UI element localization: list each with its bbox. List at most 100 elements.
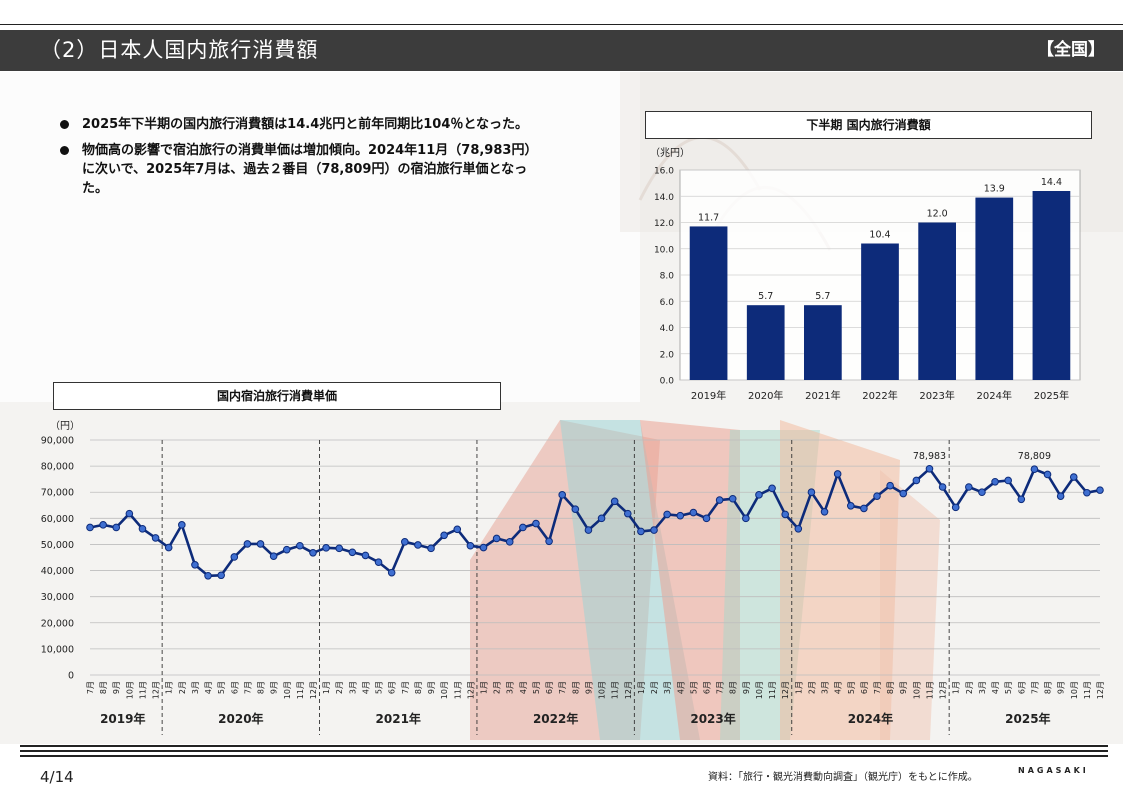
line-month-label: 9月 bbox=[270, 681, 279, 694]
line-year-label: 2022年 bbox=[533, 711, 578, 726]
line-point bbox=[440, 531, 448, 540]
line-month-label: 9月 bbox=[427, 681, 436, 694]
line-month-label: 6月 bbox=[1017, 681, 1026, 694]
line-ytick-label: 30,000 bbox=[41, 592, 74, 603]
line-month-label: 7月 bbox=[873, 681, 882, 694]
bar-ytick-label: 16.0 bbox=[654, 167, 674, 177]
line-month-label: 8月 bbox=[571, 681, 580, 694]
line-month-label: 4月 bbox=[204, 681, 213, 694]
line-point bbox=[453, 525, 462, 534]
line-month-label: 8月 bbox=[99, 681, 108, 694]
line-annotation: 78,983 bbox=[913, 451, 946, 462]
line-month-label: 4月 bbox=[361, 681, 370, 694]
line-point bbox=[545, 537, 553, 546]
line-month-label: 5月 bbox=[375, 681, 384, 694]
line-point bbox=[846, 502, 855, 510]
line-month-label: 12月 bbox=[152, 681, 161, 699]
line-year-label: 2023年 bbox=[690, 711, 735, 726]
line-month-label: 1月 bbox=[952, 681, 961, 694]
line-chart-title: 国内宿泊旅行消費単価 bbox=[53, 382, 501, 410]
line-ytick-label: 50,000 bbox=[41, 540, 74, 551]
line-month-label: 12月 bbox=[1096, 681, 1105, 699]
line-month-label: 2月 bbox=[807, 681, 816, 694]
line-point bbox=[728, 494, 737, 503]
line-month-label: 5月 bbox=[532, 681, 541, 694]
line-point bbox=[938, 483, 947, 491]
line-point bbox=[899, 489, 908, 498]
line-ytick-label: 40,000 bbox=[41, 566, 74, 577]
line-month-label: 11月 bbox=[925, 681, 934, 699]
line-point bbox=[492, 534, 501, 543]
line-month-label: 10月 bbox=[912, 681, 921, 699]
bar-xtick-label: 2020年 bbox=[748, 389, 783, 402]
line-point bbox=[309, 549, 317, 557]
line-point bbox=[860, 504, 868, 513]
line-point bbox=[164, 543, 173, 552]
line-month-label: 7月 bbox=[558, 681, 567, 694]
bar-ytick-label: 4.0 bbox=[660, 324, 675, 334]
bar-xtick-label: 2023年 bbox=[919, 389, 954, 402]
line-month-label: 7月 bbox=[86, 681, 95, 694]
line-ytick-label: 0 bbox=[68, 671, 74, 682]
line-month-label: 5月 bbox=[689, 681, 698, 694]
bar-xtick-label: 2022年 bbox=[862, 389, 897, 402]
line-month-label: 3月 bbox=[506, 681, 515, 694]
line-point bbox=[178, 521, 186, 529]
line-month-label: 7月 bbox=[716, 681, 725, 694]
line-month-label: 12月 bbox=[939, 681, 948, 699]
bar-xtick-label: 2021年 bbox=[805, 389, 840, 402]
line-month-label: 12月 bbox=[309, 681, 318, 699]
line-month-label: 10月 bbox=[283, 681, 292, 699]
line-point bbox=[965, 483, 973, 491]
line-month-label: 10月 bbox=[440, 681, 449, 699]
line-month-label: 1月 bbox=[322, 681, 331, 694]
line-month-label: 1月 bbox=[794, 681, 803, 694]
bar bbox=[1032, 191, 1071, 380]
line-month-label: 2月 bbox=[335, 681, 344, 694]
line-year-label: 2020年 bbox=[218, 711, 263, 726]
line-point bbox=[768, 484, 776, 493]
line-month-label: 2月 bbox=[493, 681, 502, 694]
bar-xtick-label: 2019年 bbox=[691, 389, 726, 402]
line-month-label: 6月 bbox=[860, 681, 869, 694]
line-month-label: 3月 bbox=[191, 681, 200, 694]
line-month-label: 8月 bbox=[1044, 681, 1053, 694]
line-point bbox=[1004, 476, 1012, 485]
line-point bbox=[755, 491, 763, 499]
bar-ytick-label: 8.0 bbox=[660, 272, 675, 282]
line-ytick-label: 60,000 bbox=[41, 514, 74, 525]
line-point bbox=[807, 488, 816, 497]
line-point bbox=[256, 540, 265, 548]
bar-data-label: 5.7 bbox=[815, 291, 830, 302]
bullet-item: 物価高の影響で宿泊旅行の消費単価は増加傾向。2024年11月（78,983円）に… bbox=[60, 141, 540, 198]
line-month-label: 9月 bbox=[112, 681, 121, 694]
bar-ytick-label: 0.0 bbox=[660, 377, 675, 387]
line-month-label: 3月 bbox=[821, 681, 830, 694]
line-point bbox=[886, 481, 894, 490]
line-point bbox=[282, 545, 291, 554]
line-ytick-label: 20,000 bbox=[41, 618, 74, 629]
line-point bbox=[335, 544, 344, 553]
line-point bbox=[1056, 492, 1065, 500]
page-number: 4/14 bbox=[40, 768, 74, 786]
line-month-label: 8月 bbox=[414, 681, 423, 694]
line-month-label: 1月 bbox=[480, 681, 489, 694]
line-month-label: 11月 bbox=[611, 681, 620, 699]
bullet-text: 物価高の影響で宿泊旅行の消費単価は増加傾向。2024年11月（78,983円）に… bbox=[82, 143, 538, 196]
region-badge: 【全国】 bbox=[1037, 40, 1105, 60]
bar bbox=[975, 197, 1014, 380]
line-point bbox=[991, 477, 999, 486]
line-point bbox=[99, 521, 107, 529]
line-point bbox=[112, 523, 121, 532]
line-point bbox=[1017, 495, 1026, 504]
line-month-label: 11月 bbox=[768, 681, 777, 699]
line-month-label: 10月 bbox=[1070, 681, 1079, 699]
line-ytick-label: 10,000 bbox=[41, 644, 74, 655]
line-month-label: 9月 bbox=[899, 681, 908, 694]
line-month-label: 6月 bbox=[388, 681, 397, 694]
line-point bbox=[820, 508, 829, 516]
line-month-label: 6月 bbox=[545, 681, 554, 694]
line-annotation: 78,809 bbox=[1018, 451, 1051, 462]
line-point bbox=[269, 552, 278, 560]
line-month-label: 11月 bbox=[453, 681, 462, 699]
